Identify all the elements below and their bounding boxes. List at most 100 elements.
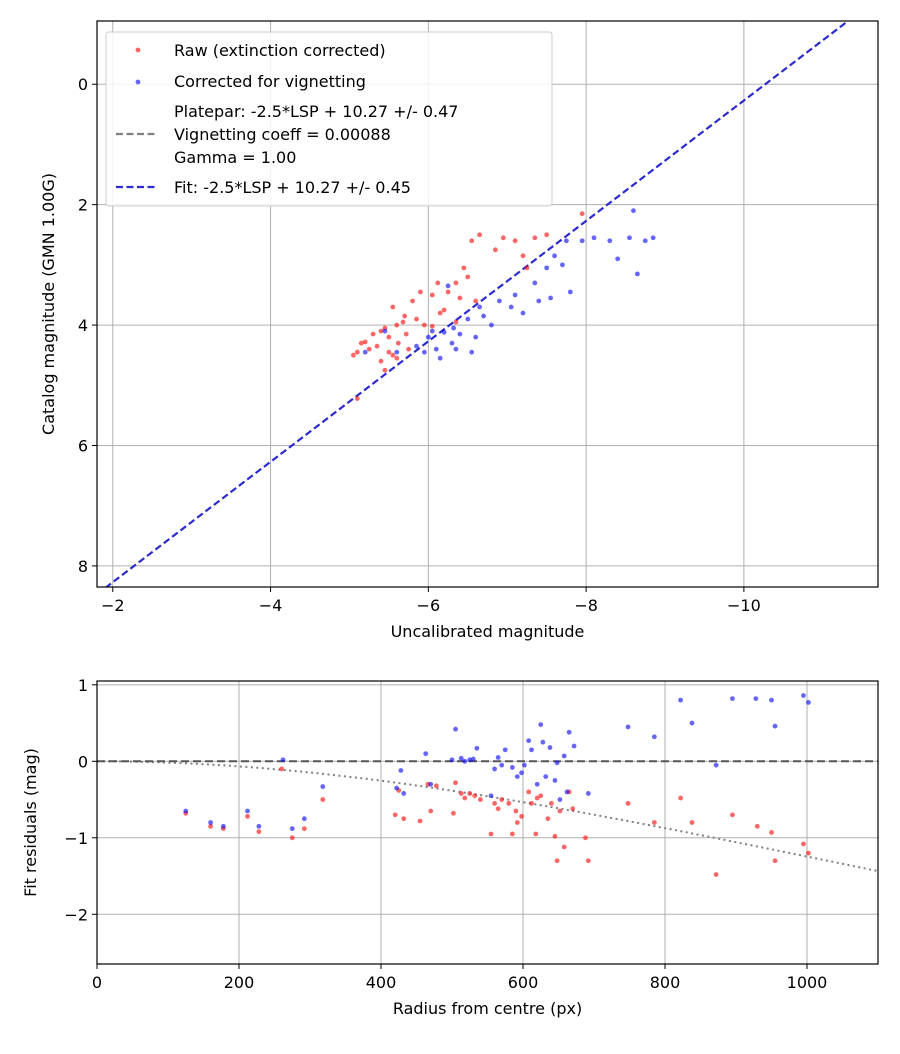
fit-line (104, 21, 850, 587)
legend-label-gamma: Gamma = 1.00 (174, 148, 296, 167)
data-point (519, 770, 524, 776)
y-tick-label: 8 (78, 557, 88, 576)
data-point (563, 238, 569, 244)
data-point (433, 783, 439, 789)
data-point (544, 265, 550, 271)
x-tick-label: 400 (366, 973, 397, 992)
data-point (462, 795, 468, 801)
data-point (414, 316, 419, 322)
data-point (418, 289, 423, 295)
plot-area (97, 681, 878, 964)
series-raw-extinction-corrected- (350, 211, 585, 401)
y-tick-label: 2 (78, 196, 88, 215)
series-raw-extinction-corrected- (183, 766, 811, 877)
data-point (401, 791, 407, 796)
series-corrected-for-vignetting (362, 208, 656, 361)
data-point (429, 323, 435, 329)
data-point (467, 791, 473, 796)
data-point (378, 328, 384, 334)
data-point (465, 274, 471, 280)
data-point (445, 283, 451, 289)
data-point (390, 352, 396, 358)
legend-label-platepar: Platepar: -2.5*LSP + 10.27 +/- 0.47 (174, 102, 458, 121)
data-point (398, 768, 404, 773)
data-point (289, 835, 295, 841)
data-point (403, 331, 409, 337)
y-tick-label: 0 (78, 752, 88, 771)
data-point (634, 271, 640, 277)
data-point (441, 307, 447, 313)
data-point (650, 235, 656, 241)
data-point (445, 289, 451, 295)
x-tick-label: 600 (508, 973, 539, 992)
x-tick-label: −6 (417, 596, 441, 615)
data-point (496, 298, 502, 304)
data-point (428, 781, 434, 787)
data-point (526, 789, 532, 795)
data-point (753, 696, 759, 701)
data-point (495, 755, 501, 760)
data-point (451, 325, 456, 331)
data-point (730, 696, 735, 701)
data-point (394, 349, 400, 355)
data-point (532, 235, 538, 241)
data-point (220, 823, 226, 829)
data-point (474, 745, 480, 751)
data-point (713, 872, 719, 877)
data-point (540, 739, 546, 745)
x-tick-label: −4 (259, 596, 283, 615)
data-point (414, 343, 419, 349)
data-point (386, 349, 392, 355)
legend: Raw (extinction corrected) Corrected for … (105, 31, 553, 207)
axes-frame (96, 20, 879, 588)
y-tick-label: 4 (78, 316, 88, 335)
data-point (457, 295, 463, 301)
data-point (374, 343, 380, 349)
data-point (394, 355, 400, 361)
y-tick-label: 0 (78, 75, 88, 94)
data-point (256, 823, 262, 829)
data-point (425, 334, 431, 340)
data-point (437, 355, 443, 361)
data-point (524, 265, 530, 271)
data-point (453, 319, 459, 325)
data-point (557, 797, 563, 802)
data-point (370, 331, 376, 337)
data-point (406, 346, 412, 352)
data-point (607, 238, 613, 244)
legend-label-raw: Raw (extinction corrected) (174, 41, 386, 60)
data-point (395, 340, 401, 346)
data-point (689, 720, 695, 726)
data-point (631, 208, 636, 214)
data-point (769, 697, 774, 703)
data-point (280, 757, 286, 763)
data-point (500, 235, 506, 241)
data-point (458, 755, 464, 761)
data-point (378, 358, 384, 364)
data-point (256, 829, 262, 835)
data-point (579, 211, 585, 217)
data-point (651, 820, 657, 825)
data-point (554, 858, 560, 864)
data-point (473, 334, 479, 340)
data-point (449, 757, 455, 763)
legend-box (105, 31, 553, 207)
data-point (492, 800, 497, 806)
data-point (441, 329, 447, 335)
data-point (549, 800, 554, 806)
data-point (651, 734, 657, 740)
data-point (538, 793, 544, 799)
data-point (499, 762, 505, 768)
y-axis-label: Fit residuals (mag) (21, 748, 40, 897)
data-point (453, 346, 459, 352)
data-point (512, 292, 518, 298)
series-corrected-for-vignetting (183, 693, 811, 832)
data-point (801, 841, 806, 847)
data-point (392, 812, 398, 818)
plot-content (104, 21, 850, 587)
data-point (417, 818, 423, 824)
data-point (522, 762, 527, 768)
data-point (552, 833, 558, 839)
data-point (508, 304, 514, 310)
data-point (801, 693, 806, 698)
